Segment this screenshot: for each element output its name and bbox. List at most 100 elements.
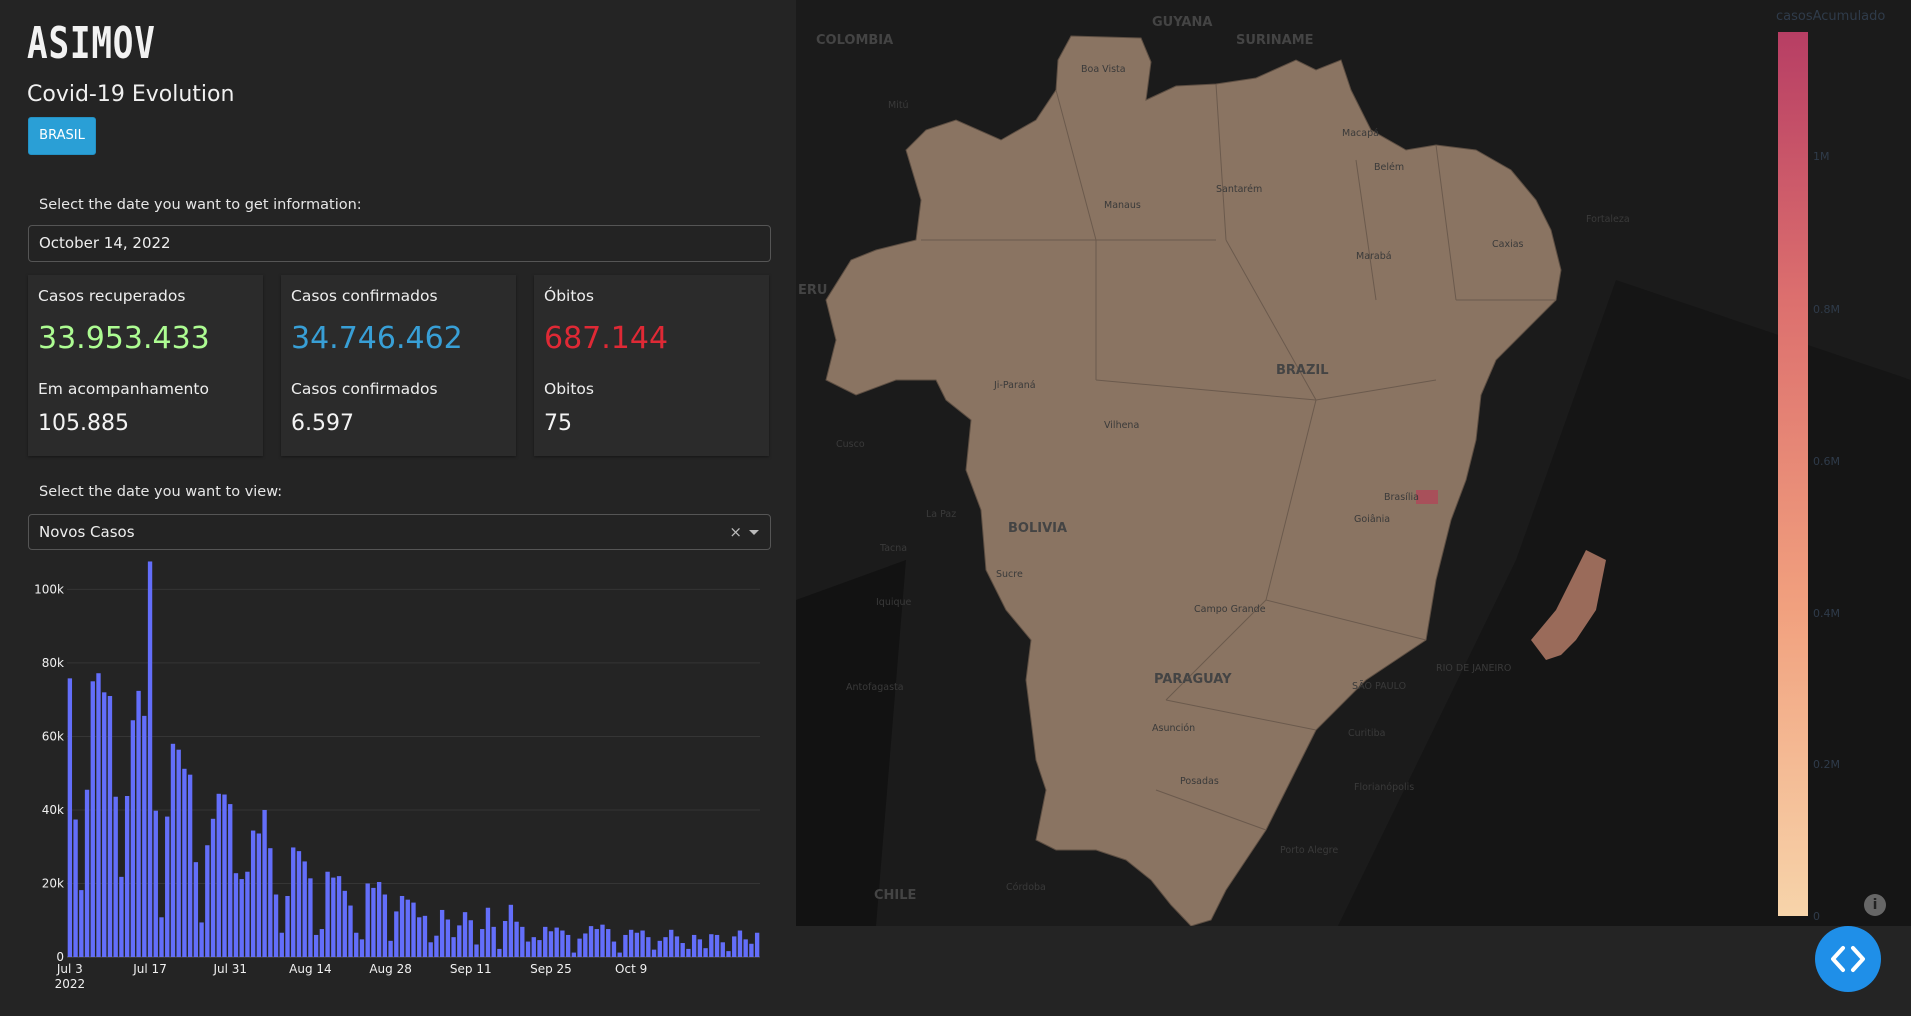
- bar[interactable]: [365, 883, 370, 957]
- bar[interactable]: [233, 873, 239, 957]
- bar[interactable]: [502, 920, 508, 957]
- bar[interactable]: [491, 926, 496, 957]
- bar[interactable]: [663, 937, 668, 957]
- bar[interactable]: [411, 902, 416, 957]
- bar[interactable]: [222, 794, 227, 957]
- bar[interactable]: [67, 678, 73, 957]
- bar[interactable]: [714, 934, 720, 957]
- bar[interactable]: [583, 933, 588, 957]
- bar[interactable]: [245, 871, 250, 957]
- bar[interactable]: [124, 795, 130, 957]
- bar[interactable]: [560, 930, 565, 957]
- bar[interactable]: [680, 943, 685, 957]
- bar[interactable]: [571, 952, 577, 957]
- info-icon[interactable]: i: [1864, 894, 1886, 916]
- bar[interactable]: [709, 934, 714, 957]
- bar[interactable]: [497, 948, 502, 957]
- bar[interactable]: [703, 948, 708, 957]
- bar[interactable]: [285, 895, 290, 957]
- bar[interactable]: [182, 768, 187, 957]
- bar[interactable]: [250, 830, 256, 957]
- bar[interactable]: [187, 774, 193, 957]
- bar[interactable]: [606, 929, 611, 957]
- bar[interactable]: [508, 904, 514, 957]
- bar[interactable]: [348, 905, 353, 957]
- bar[interactable]: [405, 899, 410, 957]
- bar[interactable]: [611, 941, 617, 957]
- bar[interactable]: [674, 936, 680, 957]
- bar[interactable]: [273, 894, 279, 957]
- bar[interactable]: [474, 944, 479, 958]
- bar[interactable]: [428, 942, 433, 957]
- bar[interactable]: [462, 912, 468, 957]
- bar[interactable]: [600, 924, 605, 957]
- bar[interactable]: [686, 948, 691, 957]
- bar[interactable]: [577, 938, 582, 957]
- bar[interactable]: [726, 951, 731, 957]
- bar[interactable]: [537, 940, 542, 957]
- bar[interactable]: [520, 926, 525, 957]
- bar[interactable]: [434, 935, 439, 957]
- bar[interactable]: [382, 894, 388, 957]
- bar[interactable]: [480, 929, 485, 957]
- bar[interactable]: [531, 937, 536, 957]
- bar[interactable]: [79, 890, 84, 957]
- bar[interactable]: [73, 819, 78, 957]
- bar[interactable]: [651, 949, 657, 957]
- bar[interactable]: [176, 749, 181, 957]
- bar[interactable]: [388, 940, 393, 957]
- country-button-brasil[interactable]: BRASIL: [28, 117, 96, 155]
- bar[interactable]: [90, 681, 95, 957]
- bar[interactable]: [720, 942, 725, 957]
- bar[interactable]: [165, 816, 170, 957]
- bar[interactable]: [256, 833, 262, 957]
- bar[interactable]: [371, 887, 376, 957]
- view-selector-dropdown[interactable]: Novos Casos ×: [28, 514, 771, 550]
- bar[interactable]: [640, 930, 645, 957]
- bar[interactable]: [359, 939, 365, 957]
- chevron-down-icon[interactable]: [749, 530, 759, 535]
- bar[interactable]: [84, 789, 90, 957]
- code-toggle-button[interactable]: [1815, 926, 1881, 992]
- bar[interactable]: [691, 934, 697, 957]
- bar[interactable]: [199, 922, 204, 957]
- bar[interactable]: [228, 804, 233, 957]
- bar[interactable]: [623, 934, 628, 957]
- bar[interactable]: [451, 937, 456, 957]
- bar[interactable]: [193, 862, 199, 957]
- bar[interactable]: [399, 895, 405, 957]
- bar[interactable]: [159, 917, 164, 957]
- bar[interactable]: [308, 878, 313, 957]
- bar[interactable]: [657, 940, 662, 957]
- bar[interactable]: [216, 793, 221, 957]
- bar[interactable]: [669, 929, 674, 957]
- bar[interactable]: [96, 673, 101, 957]
- bar[interactable]: [525, 941, 531, 957]
- bar[interactable]: [130, 720, 136, 957]
- bar[interactable]: [331, 877, 336, 957]
- bar[interactable]: [239, 879, 244, 957]
- choropleth-map[interactable]: COLOMBIA GUYANA SURINAME ERU BRAZIL BOLI…: [796, 0, 1911, 926]
- bar[interactable]: [296, 851, 302, 957]
- bar[interactable]: [754, 932, 760, 957]
- bar[interactable]: [543, 926, 548, 957]
- bar[interactable]: [142, 715, 147, 957]
- bar[interactable]: [737, 930, 743, 957]
- bar[interactable]: [617, 952, 622, 957]
- bar[interactable]: [634, 932, 640, 957]
- bar[interactable]: [376, 882, 382, 957]
- bar[interactable]: [153, 810, 158, 957]
- bar[interactable]: [628, 929, 634, 957]
- bar[interactable]: [302, 861, 307, 957]
- bar[interactable]: [102, 692, 107, 957]
- bar[interactable]: [205, 845, 210, 957]
- clear-icon[interactable]: ×: [729, 523, 742, 541]
- bar[interactable]: [291, 847, 296, 957]
- bar[interactable]: [565, 934, 571, 957]
- bar[interactable]: [325, 871, 330, 957]
- bar[interactable]: [749, 943, 754, 957]
- bar[interactable]: [313, 934, 319, 957]
- bar[interactable]: [210, 818, 216, 957]
- bar[interactable]: [422, 915, 428, 957]
- bar[interactable]: [268, 848, 273, 957]
